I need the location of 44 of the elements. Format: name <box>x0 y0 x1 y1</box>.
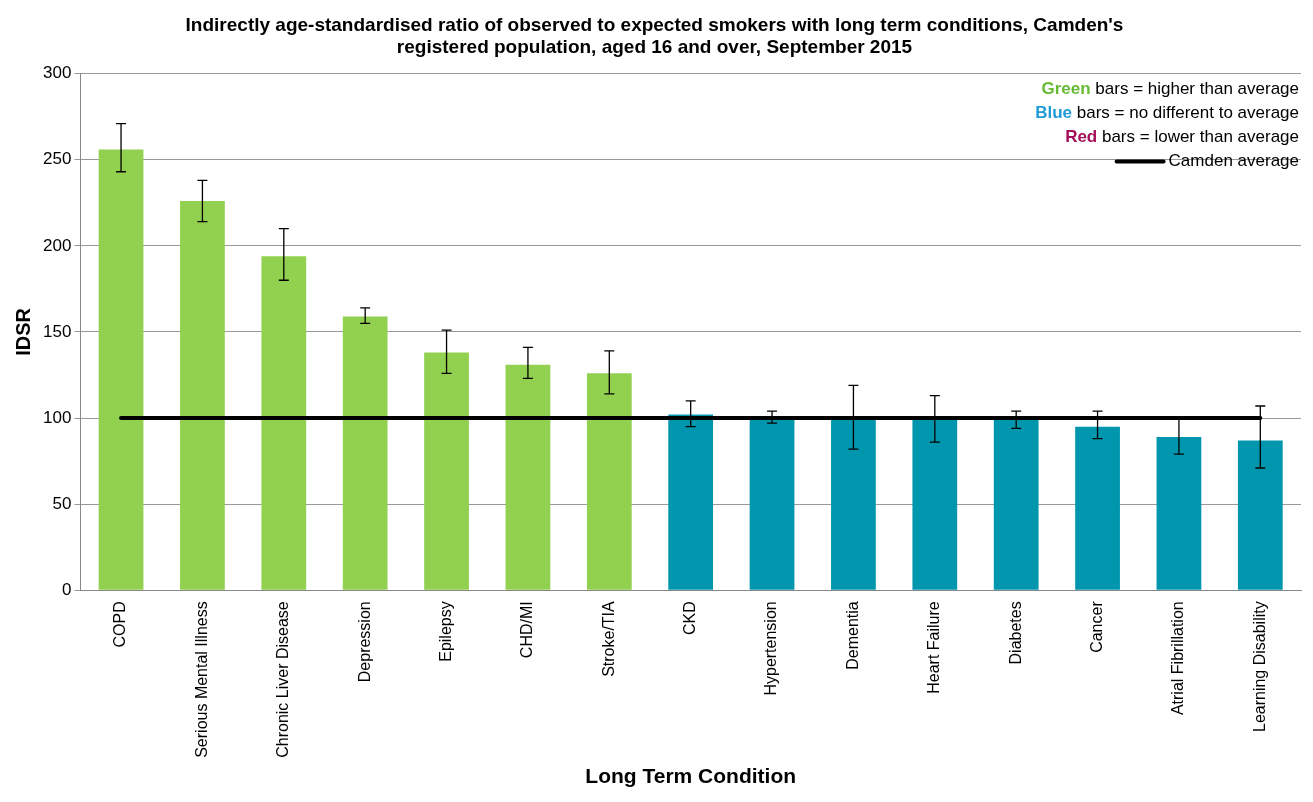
x-tick-label: Stroke/TIA <box>599 600 617 677</box>
bar <box>749 418 795 590</box>
bar <box>586 373 632 590</box>
y-tick-label: 100 <box>42 407 72 427</box>
y-tick-label: 50 <box>52 493 72 513</box>
x-tick-label: Heart Failure <box>925 601 943 694</box>
y-tick-label: 200 <box>42 235 72 255</box>
bar <box>180 201 225 590</box>
x-tick-label: CHD/MI <box>518 601 536 659</box>
y-tick-label: 150 <box>42 321 72 341</box>
bar <box>993 418 1039 590</box>
x-tick-label: COPD <box>111 601 129 648</box>
x-tick-label: Serious Mental Illness <box>192 601 210 758</box>
bar <box>505 364 551 590</box>
bar <box>668 414 714 590</box>
annotation: Green bars = higher than average <box>1041 79 1300 99</box>
y-tick-label: 300 <box>42 63 72 83</box>
bar <box>912 418 958 590</box>
bar <box>342 316 388 590</box>
bar <box>1237 440 1283 590</box>
annotation: Red bars = lower than average <box>1065 127 1300 147</box>
x-tick-label: Epilepsy <box>436 601 454 662</box>
x-tick-label: Atrial Fibrillation <box>1169 601 1187 716</box>
x-tick-label: Dementia <box>843 601 861 670</box>
y-tick-label: 250 <box>42 149 72 169</box>
x-tick-label: Chronic Liver Disease <box>274 601 292 758</box>
bar <box>1075 426 1120 590</box>
x-axis-title: Long Term Condition <box>585 764 797 788</box>
x-tick-label: CKD <box>681 601 699 636</box>
x-tick-label: Hypertension <box>762 601 780 696</box>
x-tick-label: Learning Disability <box>1250 601 1268 733</box>
y-axis-title: IDSR <box>11 307 34 356</box>
bar <box>98 149 144 590</box>
x-tick-label: Diabetes <box>1006 601 1024 665</box>
x-tick-label: Depression <box>355 601 373 683</box>
chart-title: Indirectly age-standardised ratio of observed to expected smokers with long term conditions, Camden's registered population, aged 16 and over, September 2015 <box>185 13 1124 58</box>
annotation: Blue bars = no different to average <box>1035 103 1300 123</box>
bar <box>1156 437 1202 590</box>
bar <box>424 352 469 590</box>
legend-label: Camden average <box>1168 151 1299 171</box>
x-tick-label: Cancer <box>1087 600 1105 653</box>
y-tick-label: 0 <box>61 579 72 599</box>
bar <box>261 256 307 590</box>
bar <box>831 418 876 590</box>
